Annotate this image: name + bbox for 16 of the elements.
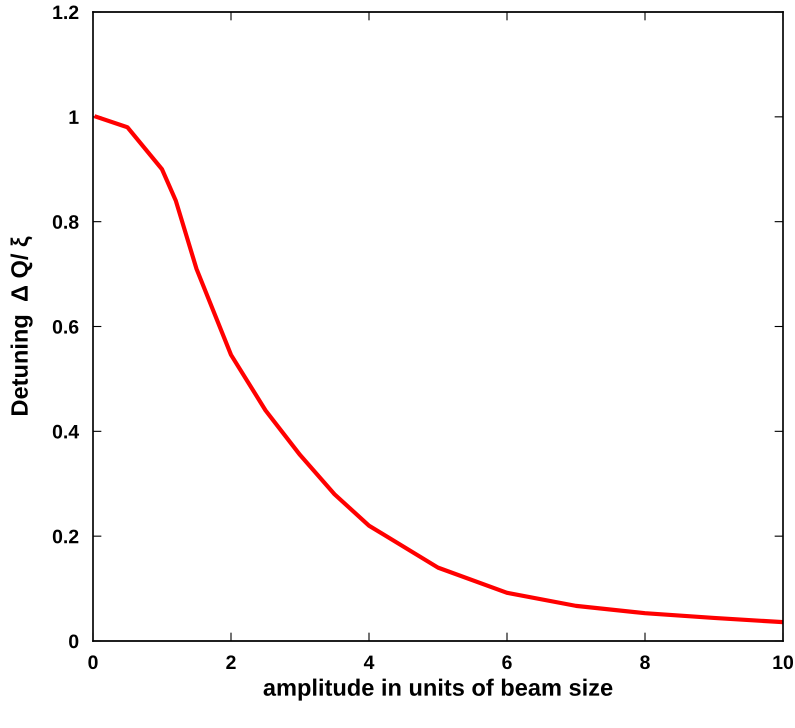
x-tick-label: 4 [364,656,374,669]
y-axis-title: Detuning Δ Q/ ξ [10,236,33,415]
x-tick-label: 8 [640,655,650,670]
x-tick-label: 0 [88,655,98,670]
x-tick-label: 6 [502,655,512,670]
y-tick-label: 0.8 [52,215,79,229]
y-tick-label: 1 [70,110,79,124]
y-tick-label: 0.2 [52,530,78,544]
line-series [94,114,783,624]
x-axis-title: amplitude in units of beam size [264,678,612,701]
x-tick-label: 2 [226,655,236,669]
y-tick-label: 1.2 [53,5,78,20]
y-tick-label: 0.6 [52,320,78,334]
y-tick-label: 0 [69,634,78,648]
y-tick-label: 0.4 [52,424,80,439]
x-tick-label: 10 [773,655,794,670]
